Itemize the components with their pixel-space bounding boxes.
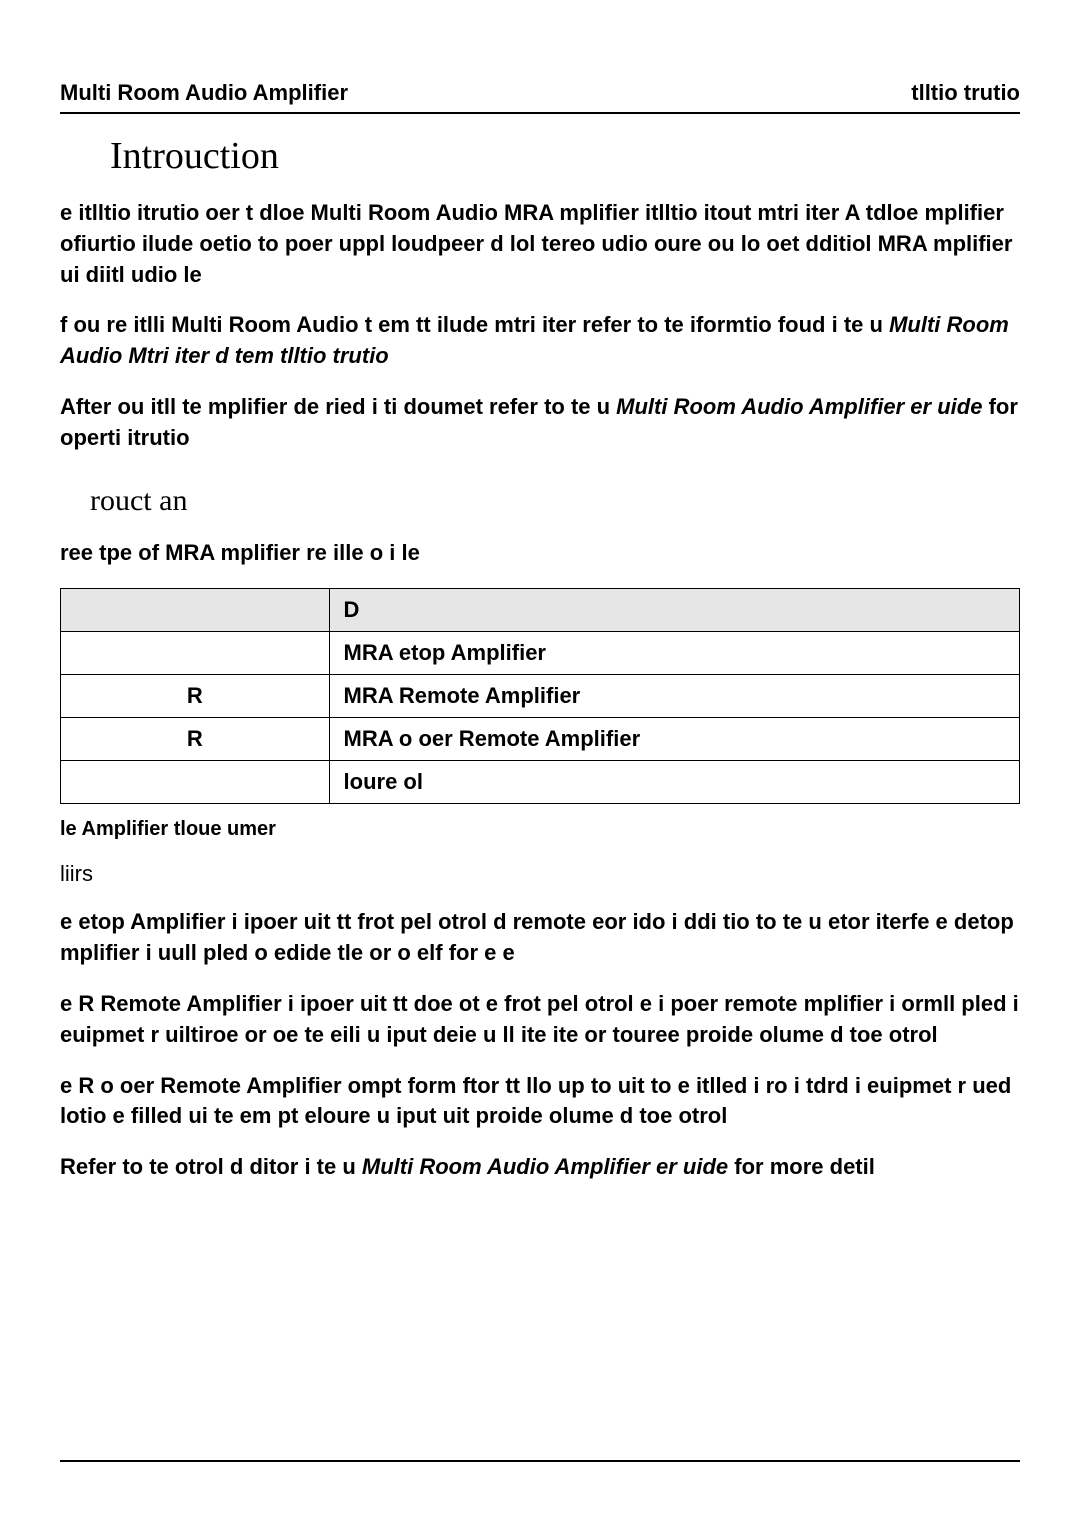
- table-cell-cat: [61, 632, 330, 675]
- refer-paragraph-b-italic: Multi Room Audio Amplifier er uide: [362, 1154, 728, 1179]
- footer-divider: [60, 1460, 1020, 1462]
- table-cell-cat: [61, 761, 330, 804]
- intro-paragraph-3a: After ou itll te mplifier de ried i ti d…: [60, 394, 616, 419]
- refer-paragraph-a: Refer to te otrol d ditor i te u: [60, 1154, 362, 1179]
- table-cell-cat: R: [61, 675, 330, 718]
- page-header: Multi Room Audio Amplifier tlltio trutio: [60, 80, 1020, 114]
- table-header-desc: D: [329, 589, 1019, 632]
- amplifier-table: D MRA etop Amplifier R MRA Remote Amplif…: [60, 588, 1020, 804]
- intro-paragraph-2: f ou re itlli Multi Room Audio t em tt i…: [60, 310, 1020, 372]
- table-header-cat: [61, 589, 330, 632]
- table-header-row: D: [61, 589, 1020, 632]
- table-cell-desc: loure ol: [329, 761, 1019, 804]
- table-caption: le Amplifier tloue umer: [60, 818, 1020, 841]
- product-paragraph-1: ree tpe of MRA mplifier re ille o i le: [60, 538, 1020, 569]
- intro-paragraph-1: e itlltio itrutio oer t dloe Multi Room …: [60, 198, 1020, 290]
- refer-paragraph-c: for more detil: [734, 1154, 875, 1179]
- section-title-product: rouct an: [90, 484, 1020, 518]
- table-cell-cat: R: [61, 718, 330, 761]
- table-row: loure ol: [61, 761, 1020, 804]
- table-row: MRA etop Amplifier: [61, 632, 1020, 675]
- table-row: R MRA o oer Remote Amplifier: [61, 718, 1020, 761]
- amplifier-paragraph-3: e R o oer Remote Amplifier ompt form fto…: [60, 1071, 1020, 1133]
- section-title-introduction: Introuction: [110, 134, 1020, 178]
- refer-paragraph: Refer to te otrol d ditor i te u Multi R…: [60, 1152, 1020, 1183]
- intro-paragraph-2a: f ou re itlli Multi Room Audio t em tt i…: [60, 312, 889, 337]
- liirs-line: liirs: [60, 861, 1020, 887]
- amplifier-paragraph-1: e etop Amplifier i ipoer uit tt frot pel…: [60, 907, 1020, 969]
- intro-paragraph-3b-italic: Multi Room Audio Amplifier er uide: [616, 394, 982, 419]
- amplifier-paragraph-2: e R Remote Amplifier i ipoer uit tt doe …: [60, 989, 1020, 1051]
- table-cell-desc: MRA o oer Remote Amplifier: [329, 718, 1019, 761]
- table-cell-desc: MRA etop Amplifier: [329, 632, 1019, 675]
- table-row: R MRA Remote Amplifier: [61, 675, 1020, 718]
- intro-paragraph-3: After ou itll te mplifier de ried i ti d…: [60, 392, 1020, 454]
- table-cell-desc: MRA Remote Amplifier: [329, 675, 1019, 718]
- header-right: tlltio trutio: [911, 80, 1020, 106]
- header-left: Multi Room Audio Amplifier: [60, 80, 348, 106]
